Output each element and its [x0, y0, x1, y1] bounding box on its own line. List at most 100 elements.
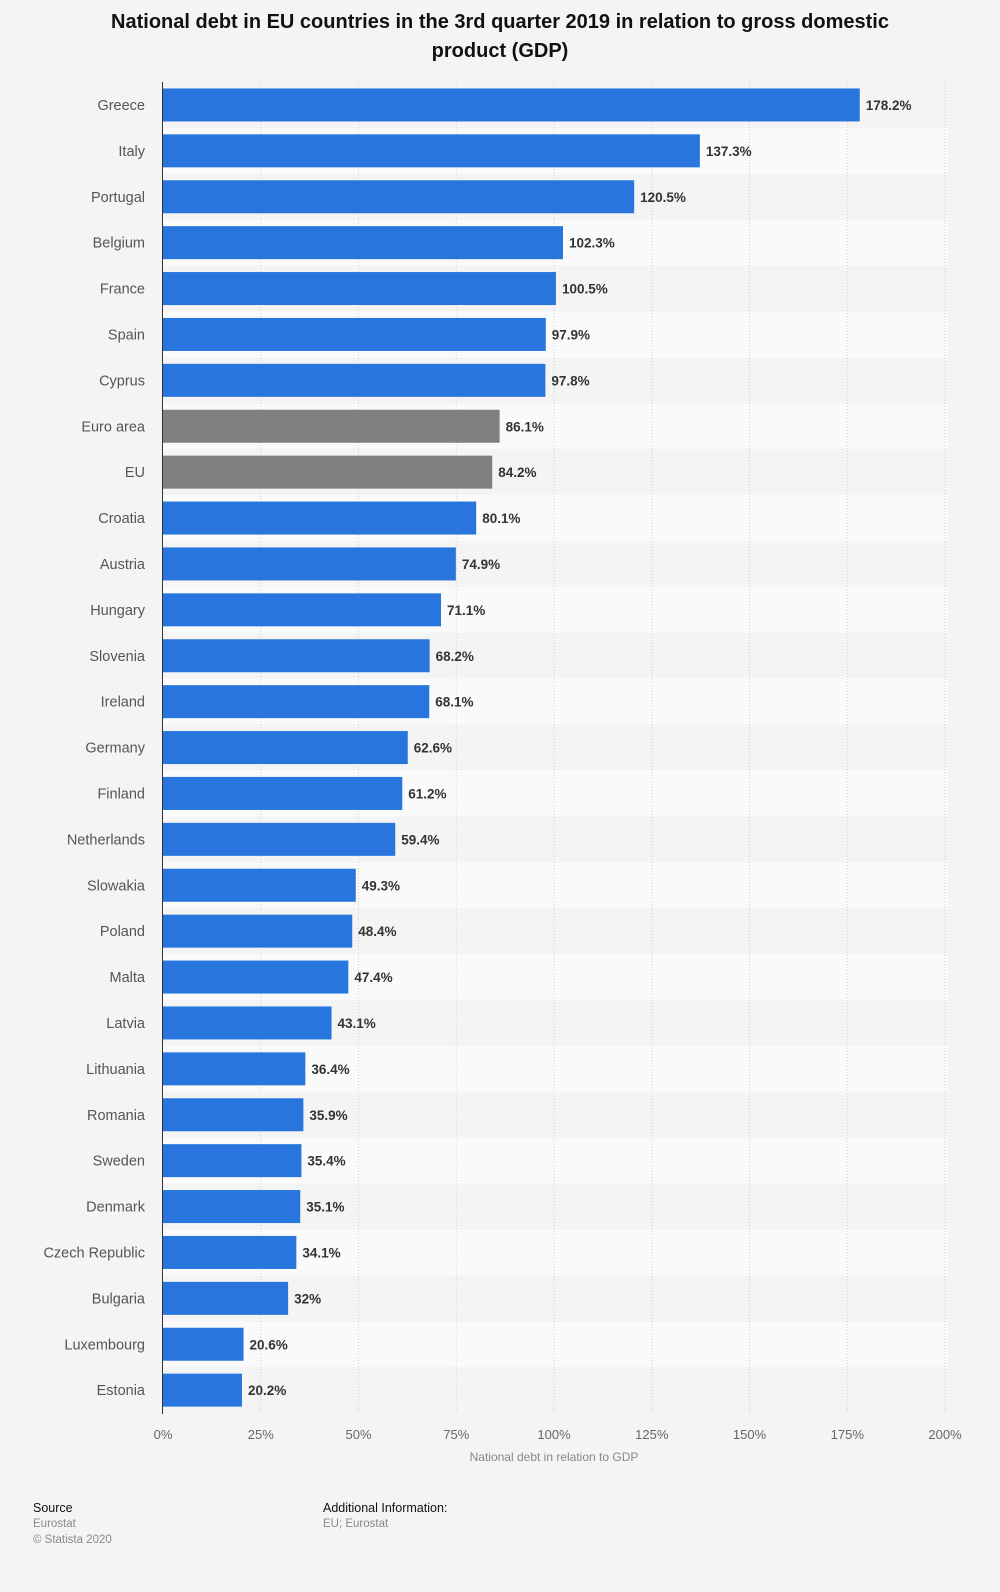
x-tick-label: 75%	[443, 1427, 469, 1442]
category-label: Czech Republic	[43, 1245, 145, 1261]
category-label: Italy	[118, 144, 145, 160]
value-label: 137.3%	[706, 144, 752, 159]
bar-bulgaria[interactable]	[163, 1281, 289, 1315]
value-label: 20.2%	[248, 1383, 286, 1398]
bar-slovenia[interactable]	[163, 639, 430, 673]
value-label: 102.3%	[569, 236, 615, 251]
value-label: 62.6%	[414, 741, 452, 756]
value-label: 68.2%	[436, 649, 474, 664]
category-label: Luxembourg	[64, 1337, 145, 1353]
x-tick-label: 200%	[928, 1427, 962, 1442]
bar-denmark[interactable]	[163, 1190, 301, 1224]
bar-hungary[interactable]	[163, 593, 442, 627]
source-name: Eurostat	[33, 1518, 76, 1530]
bar-sweden[interactable]	[163, 1144, 302, 1178]
value-label: 86.1%	[506, 419, 544, 434]
category-label: Spain	[108, 327, 145, 343]
additional-info-text: EU; Eurostat	[323, 1518, 389, 1530]
category-label: Austria	[100, 557, 146, 573]
bar-germany[interactable]	[163, 731, 408, 765]
category-label: EU	[125, 465, 145, 481]
bar-malta[interactable]	[163, 960, 349, 994]
bar-poland[interactable]	[163, 914, 353, 948]
value-label: 97.8%	[551, 373, 589, 388]
category-label: Ireland	[101, 695, 145, 711]
category-label: Denmark	[86, 1200, 146, 1216]
bar-ireland[interactable]	[163, 685, 430, 719]
value-label: 71.1%	[447, 603, 485, 618]
bar-france[interactable]	[163, 272, 556, 306]
value-label: 120.5%	[640, 190, 686, 205]
bar-belgium[interactable]	[163, 226, 563, 260]
additional-info-block: Additional Information: EU; Eurostat	[323, 1500, 447, 1532]
bar-austria[interactable]	[163, 547, 456, 581]
bar-luxembourg[interactable]	[163, 1327, 244, 1361]
value-label: 84.2%	[498, 465, 536, 480]
value-labels: 178.2% 137.3% 120.5% 102.3% 100.5% 97.9% 97.8%…	[248, 98, 912, 1398]
value-label: 35.1%	[306, 1200, 344, 1215]
category-label: Euro area	[81, 419, 146, 435]
value-label: 61.2%	[408, 786, 446, 801]
value-label: 35.4%	[307, 1154, 345, 1169]
value-label: 47.4%	[354, 970, 392, 985]
bar-romania[interactable]	[163, 1098, 304, 1132]
category-label: Romania	[87, 1108, 146, 1124]
chart-title: National debt in EU countries in the 3rd…	[111, 11, 889, 62]
category-labels: Greece Italy Portugal Belgium France Spain Cyp…	[43, 98, 145, 1399]
x-tick-label: 0%	[154, 1427, 173, 1442]
bar-croatia[interactable]	[163, 501, 477, 535]
source-heading: Source	[33, 1501, 73, 1515]
category-label: France	[100, 282, 145, 298]
category-label: Netherlands	[67, 832, 145, 848]
bars	[163, 88, 860, 1407]
value-label: 36.4%	[311, 1062, 349, 1077]
x-tick-label: 50%	[345, 1427, 371, 1442]
bar-cyprus[interactable]	[163, 363, 546, 397]
bar-finland[interactable]	[163, 776, 403, 810]
bar-slowakia[interactable]	[163, 868, 356, 902]
category-label: Slovenia	[89, 649, 146, 665]
value-label: 68.1%	[435, 695, 473, 710]
category-label: Greece	[97, 98, 145, 114]
copyright-text: © Statista 2020	[33, 1534, 112, 1546]
category-label: Cyprus	[99, 373, 145, 389]
x-tick-label: 175%	[831, 1427, 865, 1442]
category-label: Poland	[100, 924, 145, 940]
bar-latvia[interactable]	[163, 1006, 332, 1040]
bar-eu[interactable]	[163, 455, 493, 489]
x-tick-label: 100%	[537, 1427, 571, 1442]
category-label: Croatia	[98, 511, 146, 527]
category-label: Slowakia	[87, 878, 146, 894]
category-label: Sweden	[93, 1154, 145, 1170]
bar-euro-area[interactable]	[163, 409, 500, 443]
bar-lithuania[interactable]	[163, 1052, 306, 1086]
value-label: 80.1%	[482, 511, 520, 526]
value-label: 32%	[294, 1291, 321, 1306]
category-label: Hungary	[90, 603, 146, 619]
category-label: Malta	[110, 970, 146, 986]
category-label: Portugal	[91, 190, 145, 206]
value-label: 74.9%	[462, 557, 500, 572]
value-label: 178.2%	[866, 98, 912, 113]
row-band	[163, 1321, 948, 1368]
bar-estonia[interactable]	[163, 1373, 242, 1407]
category-label: Latvia	[106, 1016, 146, 1032]
bar-italy[interactable]	[163, 134, 700, 168]
value-label: 59.4%	[401, 832, 439, 847]
category-label: Estonia	[97, 1383, 146, 1399]
row-band	[163, 1275, 948, 1322]
bar-czech-republic[interactable]	[163, 1235, 297, 1269]
bar-netherlands[interactable]	[163, 822, 396, 856]
value-label: 49.3%	[362, 878, 400, 893]
value-label: 34.1%	[302, 1245, 340, 1260]
value-label: 97.9%	[552, 327, 590, 342]
x-axis-ticks: 0% 25% 50% 75% 100% 125% 150% 175% 200%	[154, 1427, 962, 1442]
value-label: 35.9%	[309, 1108, 347, 1123]
bar-spain[interactable]	[163, 317, 546, 351]
bar-portugal[interactable]	[163, 180, 635, 214]
row-band	[163, 1367, 948, 1414]
x-tick-label: 125%	[635, 1427, 669, 1442]
category-label: Lithuania	[86, 1062, 146, 1078]
category-label: Finland	[97, 786, 145, 802]
bar-greece[interactable]	[163, 88, 860, 122]
